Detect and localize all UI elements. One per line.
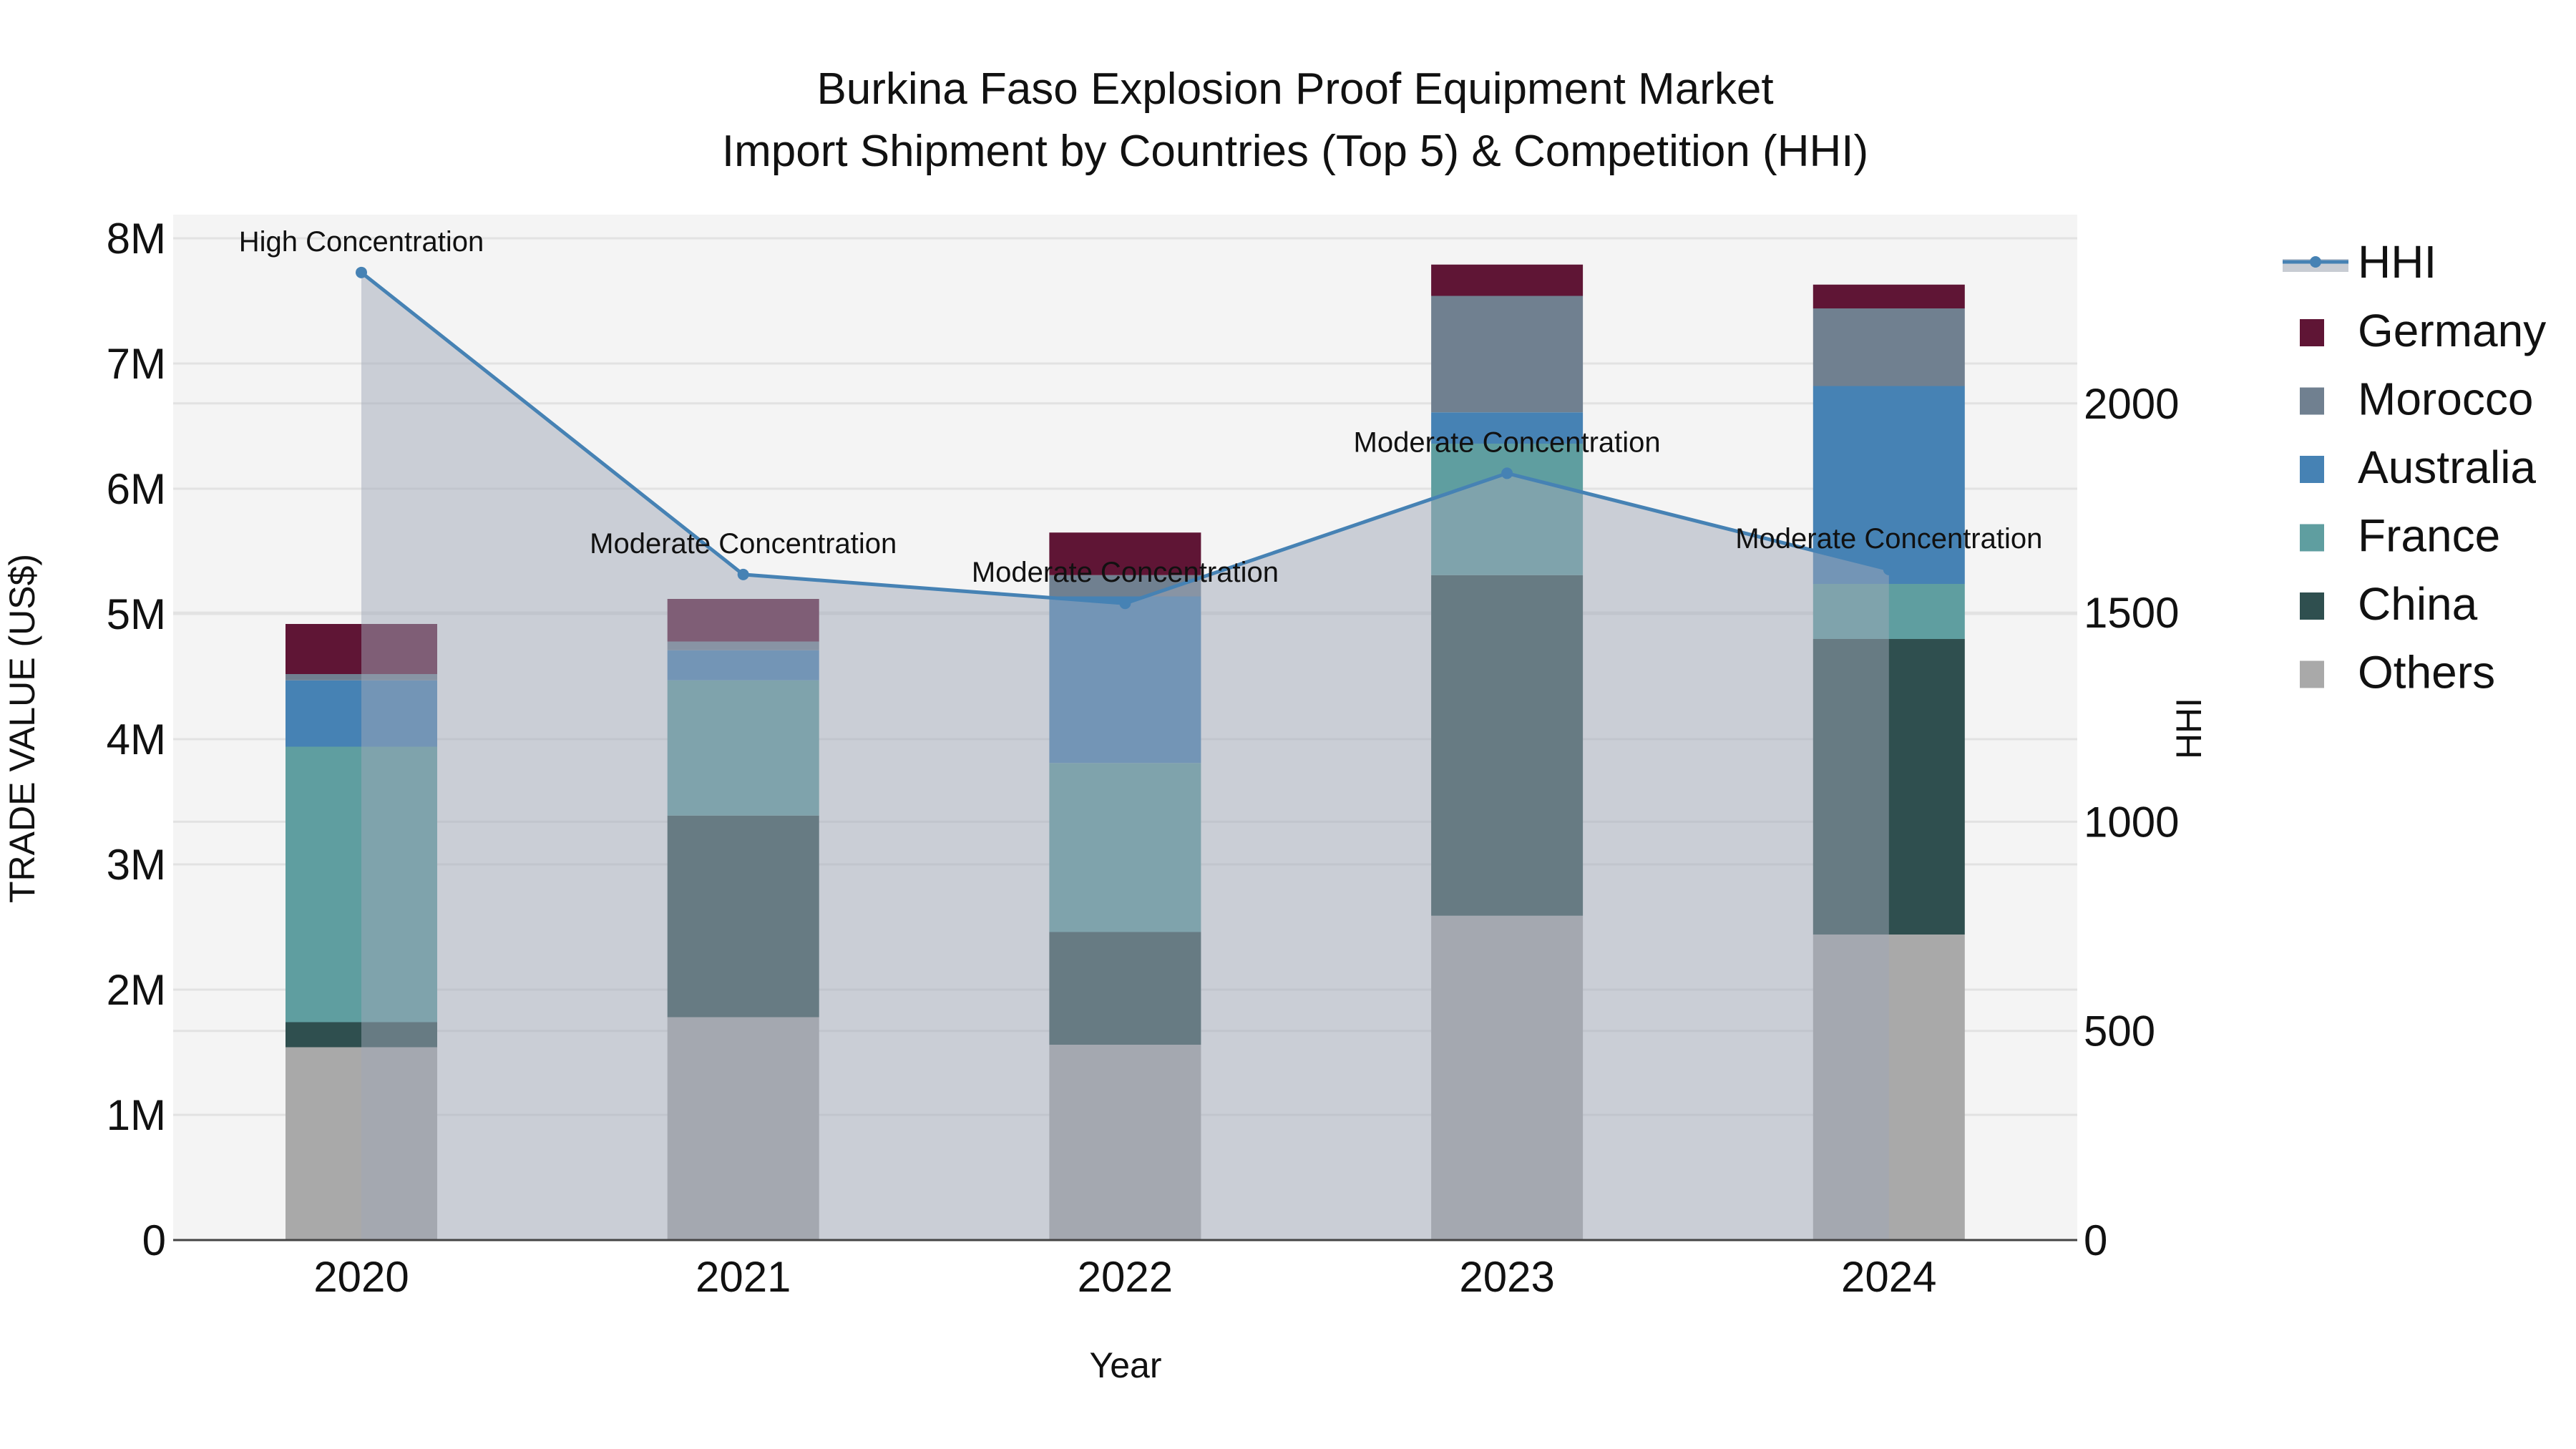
x-axis-title: Year <box>1089 1345 1161 1385</box>
hhi-point-2023 <box>1501 467 1513 479</box>
bar-germany-2022 <box>1049 532 1201 575</box>
y2-tick-label: 1500 <box>2084 589 2179 637</box>
x-tick-label: 2024 <box>1841 1253 1936 1301</box>
y-tick-label: 1M <box>107 1091 166 1139</box>
legend: HHI Germany Morocco Australia France China Oth… <box>2283 236 2546 698</box>
hhi-point-2020 <box>356 266 367 278</box>
legend-swatch-others <box>2300 660 2324 688</box>
legend-label-morocco: Morocco <box>2358 374 2533 425</box>
chart-title-line2: Import Shipment by Countries (Top 5) & C… <box>722 127 1868 176</box>
bar-australia-2024 <box>1813 386 1965 584</box>
legend-swatch-australia <box>2300 456 2324 483</box>
hhi-annotation: Moderate Concentration <box>972 557 1279 588</box>
hhi-area <box>361 272 1889 1240</box>
y2-tick-label: 2000 <box>2084 380 2179 428</box>
hhi-annotation: Moderate Concentration <box>590 528 897 560</box>
legend-label-germany: Germany <box>2358 305 2546 356</box>
hhi-series: High Concentration Moderate Concentration… <box>239 226 2042 1240</box>
y-tick-label: 3M <box>107 841 166 889</box>
y2-tick-label: 1000 <box>2084 798 2179 846</box>
y-tick-label: 2M <box>107 966 166 1014</box>
y2-tick-label: 0 <box>2084 1216 2107 1264</box>
legend-swatch-morocco <box>2300 387 2324 415</box>
ticks: 0 1M 2M 3M 4M 5M 6M 7M 8M 0 500 1000 1500 2000 2020 202… <box>107 215 2180 1301</box>
hhi-annotation: Moderate Concentration <box>1735 523 2042 555</box>
y-tick-label: 4M <box>107 716 166 763</box>
hhi-point-2021 <box>737 568 749 580</box>
y2-tick-label: 500 <box>2084 1008 2155 1055</box>
x-tick-label: 2021 <box>696 1253 791 1301</box>
legend-label-china: China <box>2358 578 2478 630</box>
legend-hhi-marker-icon <box>2310 256 2321 268</box>
bar-morocco-2024 <box>1813 308 1965 386</box>
bar-australia-2023 <box>1431 412 1584 444</box>
y2-axis-title: HHI <box>2169 698 2209 759</box>
y-tick-label: 0 <box>142 1216 166 1264</box>
legend-swatch-germany <box>2300 319 2324 346</box>
legend-label-australia: Australia <box>2358 441 2536 493</box>
y-axis-title: TRADE VALUE (US$) <box>2 554 42 903</box>
bar-germany-2024 <box>1813 284 1965 308</box>
bar-germany-2023 <box>1431 264 1584 296</box>
x-tick-label: 2022 <box>1078 1253 1173 1301</box>
legend-label-france: France <box>2358 510 2500 562</box>
legend-swatch-france <box>2300 524 2324 552</box>
hhi-point-2024 <box>1883 563 1895 575</box>
y-tick-label: 7M <box>107 340 166 388</box>
hhi-point-2022 <box>1119 597 1131 610</box>
legend-label-others: Others <box>2358 647 2495 698</box>
legend-swatch-china <box>2300 592 2324 620</box>
x-tick-label: 2020 <box>313 1253 409 1301</box>
chart-title-line1: Burkina Faso Explosion Proof Equipment M… <box>816 64 1773 114</box>
legend-label-hhi: HHI <box>2358 236 2436 288</box>
y-tick-label: 8M <box>107 215 166 263</box>
x-tick-label: 2023 <box>1459 1253 1554 1301</box>
hhi-annotation: High Concentration <box>239 226 484 258</box>
y-tick-label: 5M <box>107 590 166 638</box>
bar-morocco-2023 <box>1431 296 1584 413</box>
y-tick-label: 6M <box>107 465 166 513</box>
hhi-annotation: Moderate Concentration <box>1354 426 1661 458</box>
